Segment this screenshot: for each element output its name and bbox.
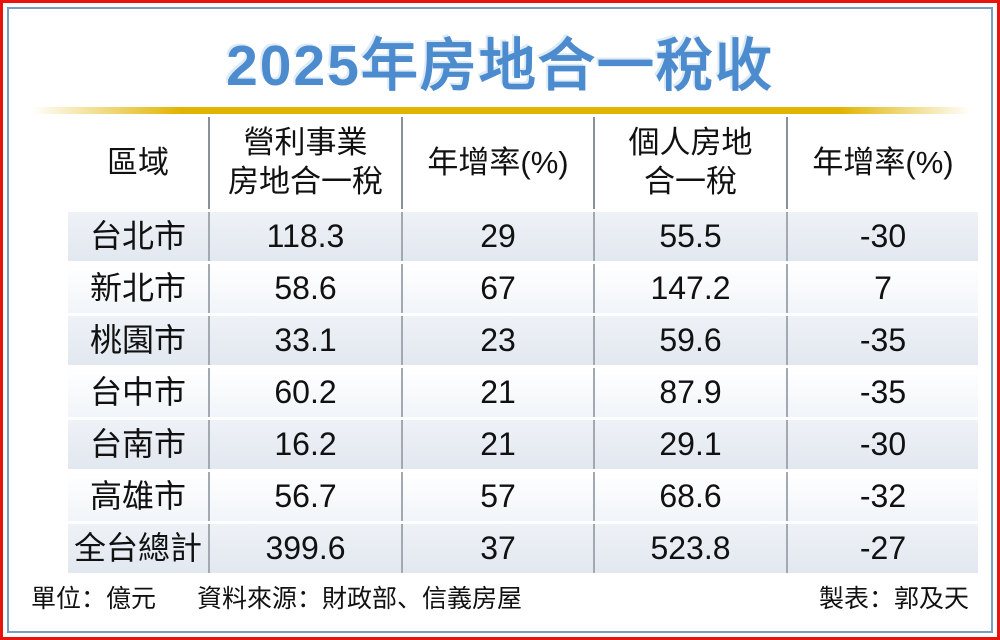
cell-individual-tax: 147.2 bbox=[593, 264, 786, 313]
header-line: 個人房地 bbox=[628, 125, 753, 161]
header-cell-yoy-business: 年增率(%) bbox=[401, 117, 593, 209]
table-row-total: 全台總計 399.6 37 523.8 -27 bbox=[68, 524, 978, 573]
cell-region: 台南市 bbox=[89, 426, 186, 463]
cell-yoy-business: 21 bbox=[401, 368, 593, 417]
cell-yoy-individual: 7 bbox=[786, 264, 978, 313]
cell-yoy-business: 67 bbox=[401, 264, 593, 313]
header-cell-region: 區域 bbox=[68, 117, 208, 209]
cell-business-tax: 33.1 bbox=[208, 316, 401, 365]
cell-individual-tax: 55.5 bbox=[593, 212, 786, 261]
table-row-tainan: 台南市 16.2 21 29.1 -30 bbox=[68, 420, 978, 469]
cell-individual-tax: 59.6 bbox=[593, 316, 786, 365]
header-line: 區域 bbox=[107, 144, 169, 180]
cell-individual-tax: 523.8 bbox=[593, 524, 786, 573]
table-row-taipei: 台北市 118.3 29 55.5 -30 bbox=[68, 212, 978, 261]
cell-business-tax: 56.7 bbox=[208, 472, 401, 521]
cell-yoy-business: 23 bbox=[401, 316, 593, 365]
header-line: 年增率(%) bbox=[427, 144, 569, 180]
cell-yoy-business: 21 bbox=[401, 420, 593, 469]
cell-region: 高雄市 bbox=[89, 478, 186, 515]
cell-yoy-individual: -35 bbox=[786, 368, 978, 417]
cell-region: 新北市 bbox=[89, 270, 186, 307]
cell-business-tax: 58.6 bbox=[208, 264, 401, 313]
header-line: 合一稅 bbox=[644, 164, 737, 199]
cell-yoy-business: 57 bbox=[401, 472, 593, 521]
header-cell-individual-tax: 個人房地 合一稅 bbox=[593, 117, 786, 209]
header-cell-business-tax: 營利事業 房地合一稅 bbox=[208, 117, 401, 209]
table-row-taoyuan: 桃園市 33.1 23 59.6 -35 bbox=[68, 316, 978, 365]
header-line: 營利事業 bbox=[243, 125, 368, 161]
title-area: 2025年房地合一稅收 bbox=[9, 9, 991, 103]
cell-individual-tax: 87.9 bbox=[593, 368, 786, 417]
cell-region: 全台總計 bbox=[73, 530, 202, 567]
cell-business-tax: 60.2 bbox=[208, 368, 401, 417]
cell-business-tax: 118.3 bbox=[208, 212, 401, 261]
cell-yoy-individual: -32 bbox=[786, 472, 978, 521]
header-cell-yoy-individual: 年增率(%) bbox=[786, 117, 978, 209]
header-line: 年增率(%) bbox=[812, 144, 954, 180]
cell-region: 桃園市 bbox=[89, 322, 186, 359]
inner-blue-frame: 2025年房地合一稅收 區域 營利事業 房地合一稅 年增率(%) 個人房地 bbox=[7, 7, 993, 633]
gold-divider-rule bbox=[31, 107, 971, 114]
cell-business-tax: 16.2 bbox=[208, 420, 401, 469]
footer-left: 單位：億元 資料來源：財政部、信義房屋 bbox=[31, 579, 522, 615]
table-row-taichung: 台中市 60.2 21 87.9 -35 bbox=[68, 368, 978, 417]
footer-source: 資料來源：財政部、信義房屋 bbox=[196, 585, 522, 613]
cell-yoy-individual: -27 bbox=[786, 524, 978, 573]
table-row-newtaipei: 新北市 58.6 67 147.2 7 bbox=[68, 264, 978, 313]
cell-region: 台中市 bbox=[89, 374, 186, 411]
cell-business-tax: 399.6 bbox=[208, 524, 401, 573]
cell-yoy-individual: -35 bbox=[786, 316, 978, 365]
footer-unit: 單位：億元 bbox=[31, 585, 157, 613]
cell-yoy-individual: -30 bbox=[786, 212, 978, 261]
header-line: 房地合一稅 bbox=[228, 164, 383, 199]
cell-yoy-business: 37 bbox=[401, 524, 593, 573]
table-header-row: 區域 營利事業 房地合一稅 年增率(%) 個人房地 合一稅 年增率(%) bbox=[68, 117, 978, 209]
cell-yoy-individual: -30 bbox=[786, 420, 978, 469]
footer-credit: 製表：郭及天 bbox=[818, 585, 969, 613]
tax-table: 區域 營利事業 房地合一稅 年增率(%) 個人房地 合一稅 年增率(%) bbox=[68, 117, 978, 573]
cell-individual-tax: 68.6 bbox=[593, 472, 786, 521]
table-row-kaohsiung: 高雄市 56.7 57 68.6 -32 bbox=[68, 472, 978, 521]
footer: 單位：億元 資料來源：財政部、信義房屋 製表：郭及天 bbox=[31, 579, 969, 615]
cell-yoy-business: 29 bbox=[401, 212, 593, 261]
cell-individual-tax: 29.1 bbox=[593, 420, 786, 469]
cell-region: 台北市 bbox=[89, 218, 186, 255]
page-title: 2025年房地合一稅收 bbox=[226, 34, 774, 98]
